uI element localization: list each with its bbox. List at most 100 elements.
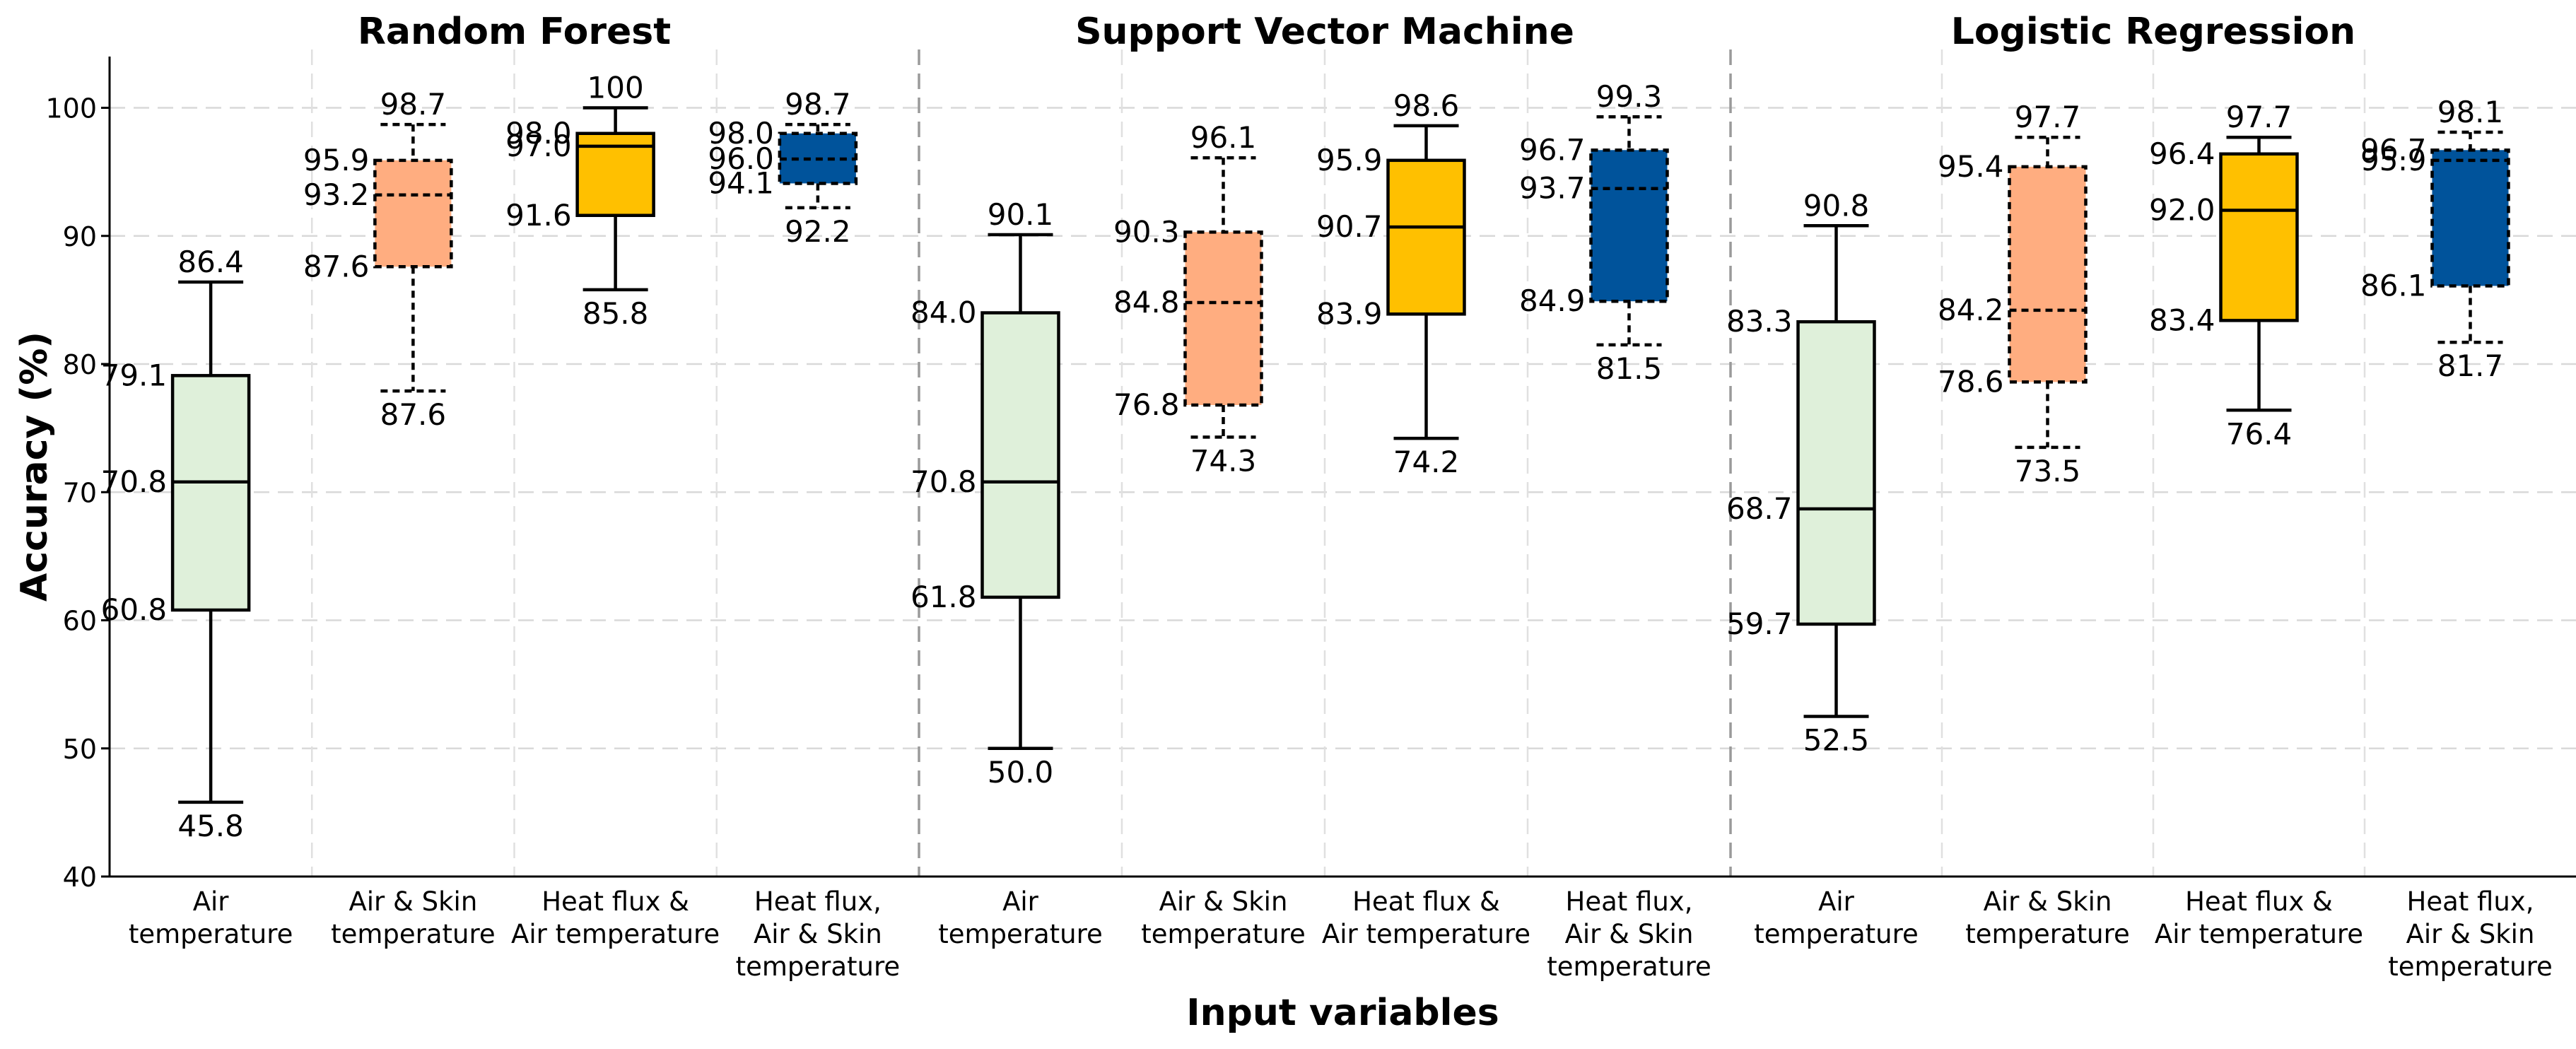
y-tick-label: 60 — [63, 606, 97, 637]
min-value-label: 81.7 — [2437, 348, 2504, 383]
q3-value-label: 95.9 — [1316, 143, 1383, 177]
x-category-label: Air temperature — [938, 886, 1103, 949]
min-value-label: 74.2 — [1393, 445, 1460, 479]
q3-value-label: 95.4 — [1938, 149, 2004, 184]
max-value-label: 97.7 — [2226, 100, 2293, 134]
y-tick-label: 50 — [63, 734, 97, 765]
x-category-label: Heat flux & Air temperature — [1322, 886, 1530, 949]
iqr-box — [1796, 320, 1876, 626]
min-value-label: 52.5 — [1803, 722, 1870, 757]
iqr-box — [170, 374, 251, 612]
max-value-label: 98.1 — [2437, 95, 2504, 129]
iqr-box — [2219, 152, 2299, 322]
q3-value-label: 90.3 — [1113, 214, 1180, 249]
max-value-label: 99.3 — [1596, 79, 1663, 114]
group-title: Random Forest — [358, 11, 671, 53]
q1-value-label: 60.8 — [101, 592, 168, 627]
grid-layer — [110, 107, 2576, 749]
median-value-label: 97.0 — [505, 129, 572, 163]
max-value-label: 98.7 — [380, 87, 447, 122]
median-value-label: 93.2 — [303, 177, 370, 212]
q1-value-label: 83.9 — [1316, 296, 1383, 331]
iqr-box — [1589, 148, 1669, 303]
x-category-label: Heat flux, Air & Skin temperature — [736, 886, 901, 982]
median-value-label: 95.9 — [2360, 143, 2427, 177]
min-value-label: 50.0 — [988, 755, 1054, 790]
q3-value-label: 96.4 — [2149, 136, 2215, 171]
q3-value-label: 96.7 — [2360, 132, 2427, 167]
max-value-label: 98.7 — [785, 87, 851, 122]
min-value-label: 73.5 — [2015, 454, 2081, 488]
min-value-label: 45.8 — [177, 809, 244, 843]
y-axis-title: Accuracy (%) — [13, 332, 56, 602]
q3-value-label: 83.3 — [1726, 304, 1793, 339]
q3-value-label: 79.1 — [101, 358, 168, 392]
max-value-label: 96.1 — [1190, 120, 1257, 155]
iqr-box — [2430, 148, 2510, 288]
label-layer: 86.445.879.170.860.898.787.695.993.287.6… — [101, 71, 2504, 843]
x-category-label: Air temperature — [1754, 886, 1919, 949]
max-value-label: 100 — [587, 71, 644, 105]
min-value-label: 74.3 — [1190, 443, 1257, 478]
x-category-label: Air & Skin temperature — [331, 886, 496, 949]
max-value-label: 98.6 — [1393, 88, 1460, 123]
q3-value-label: 84.0 — [911, 295, 977, 330]
iqr-box — [1183, 230, 1263, 407]
title-layer: Accuracy (%) Input variables Random Fore… — [13, 11, 2355, 1034]
x-category-label: Heat flux, Air & Skin temperature — [1547, 886, 1711, 982]
y-tick-label: 80 — [63, 349, 97, 380]
max-value-label: 90.1 — [988, 197, 1054, 232]
x-category-label: Heat flux, Air & Skin temperature — [2388, 886, 2553, 982]
median-value-label: 84.8 — [1113, 285, 1180, 320]
q1-value-label: 86.1 — [2360, 268, 2427, 303]
x-axis-title: Input variables — [1186, 992, 1499, 1034]
q1-value-label: 91.6 — [505, 198, 572, 233]
q1-value-label: 94.1 — [708, 165, 774, 200]
x-category-label: Heat flux & Air temperature — [511, 886, 720, 949]
iqr-box — [2008, 165, 2088, 384]
x-category-label: Heat flux & Air temperature — [2155, 886, 2363, 949]
iqr-box — [1386, 158, 1466, 316]
min-value-label: 85.8 — [582, 296, 649, 331]
x-category-label: Air temperature — [129, 886, 293, 949]
min-value-label: 87.6 — [380, 397, 447, 432]
group-title: Logistic Regression — [1951, 11, 2355, 53]
iqr-box — [980, 311, 1060, 599]
q3-value-label: 95.9 — [303, 143, 370, 177]
q1-value-label: 61.8 — [911, 580, 977, 614]
iqr-box — [373, 158, 453, 269]
y-tick-label: 100 — [45, 93, 97, 124]
q3-value-label: 98.0 — [708, 116, 774, 151]
median-value-label: 92.0 — [2149, 193, 2215, 228]
y-tick-label: 70 — [63, 477, 97, 508]
q1-value-label: 78.6 — [1938, 364, 2004, 399]
q3-value-label: 98.0 — [505, 116, 572, 151]
y-tick-label: 40 — [63, 862, 97, 893]
q1-value-label: 59.7 — [1726, 606, 1793, 641]
median-value-label: 96.0 — [708, 141, 774, 176]
max-value-label: 97.7 — [2015, 100, 2081, 134]
q1-value-label: 83.4 — [2149, 303, 2215, 337]
min-value-label: 81.5 — [1596, 351, 1663, 386]
median-value-label: 84.2 — [1938, 293, 2004, 327]
median-value-label: 68.7 — [1726, 491, 1793, 526]
max-value-label: 86.4 — [177, 245, 244, 279]
q1-value-label: 76.8 — [1113, 387, 1180, 422]
axis-layer: 40 50 60 70 80 90 100 Air temperature Air & Skin t… — [45, 57, 2576, 982]
median-value-label: 70.8 — [911, 464, 977, 499]
min-value-label: 92.2 — [785, 214, 851, 249]
min-value-label: 76.4 — [2226, 416, 2293, 451]
median-value-label: 90.7 — [1316, 209, 1383, 244]
y-tick-label: 90 — [63, 221, 97, 252]
q3-value-label: 96.7 — [1519, 132, 1586, 167]
x-category-label: Air & Skin temperature — [1965, 886, 2130, 949]
group-title: Support Vector Machine — [1075, 11, 1574, 53]
max-value-label: 90.8 — [1803, 188, 1870, 223]
median-value-label: 93.7 — [1519, 171, 1586, 206]
q1-value-label: 84.9 — [1519, 283, 1586, 318]
box-layer — [170, 106, 2510, 804]
q1-value-label: 87.6 — [303, 249, 370, 283]
x-category-label: Air & Skin temperature — [1141, 886, 1306, 949]
median-value-label: 70.8 — [101, 464, 168, 499]
